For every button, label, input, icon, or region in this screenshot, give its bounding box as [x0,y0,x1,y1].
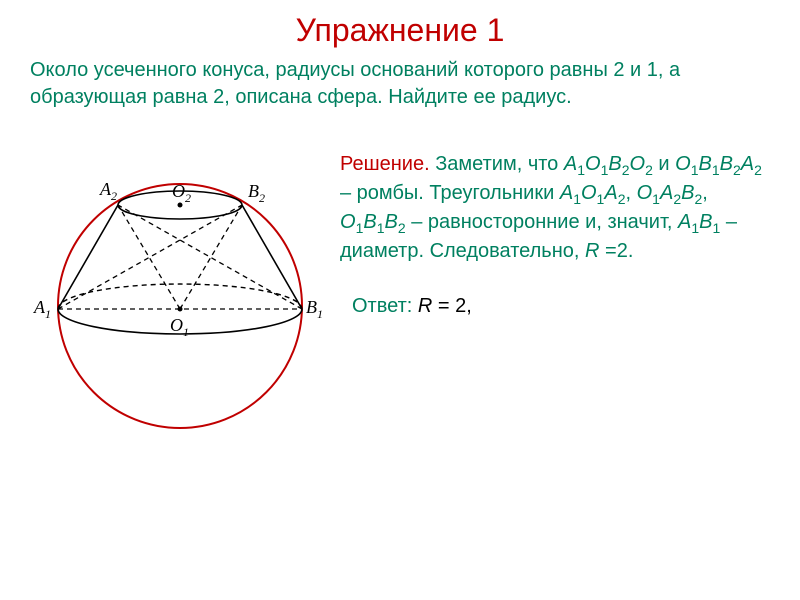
t3a: O [340,211,356,233]
content-row: A2 B2 O2 A1 B1 O1 Решение. Заметим, что … [0,141,800,451]
t1a: A [560,182,573,204]
sphere-circle [58,184,302,428]
r2cs: 2 [733,162,741,178]
r2a: O [675,153,691,175]
label-b2: B2 [248,181,265,205]
seg2: и [653,153,675,175]
problem-text: Около усеченного конуса, радиусы основан… [30,59,680,108]
page-title: Упражнение 1 [0,0,800,49]
r1ds: 2 [645,162,653,178]
r1c: B [608,153,621,175]
r1d: O [630,153,646,175]
label-o1: O1 [170,315,189,339]
point-o1 [178,307,183,312]
t2as: 1 [652,191,660,207]
t1cs: 2 [618,191,626,207]
slant-right [242,205,302,309]
label-a1: A1 [33,297,51,321]
seg3: – ромбы. Треугольники [340,182,560,204]
t2b: A [660,182,673,204]
t3b: B [363,211,376,233]
r1b: O [585,153,601,175]
bottom-ellipse-back [58,284,302,309]
solution-prefix: Решение. [340,153,430,175]
title-text: Упражнение 1 [296,12,505,48]
r2ds: 2 [754,162,762,178]
diag-o1a2 [118,205,180,309]
r1a: A [564,153,577,175]
answer-R: R [418,295,432,317]
answer-block: Ответ: R = 2, [352,295,770,318]
db: B [699,211,712,233]
solution-block: Решение. Заметим, что A1O1B2O2 и O1B1B2A… [340,151,770,265]
t3bs: 1 [377,220,385,236]
point-o2 [178,203,183,208]
label-b1: B1 [306,297,323,321]
label-a2: A2 [99,179,117,203]
t2a: O [637,182,653,204]
answer-val: 2, [455,295,472,317]
r2c: B [720,153,733,175]
diag-b1a2 [118,205,302,309]
seg1: Заметим, что [430,153,564,175]
t3c: B [385,211,398,233]
diag-a1b2 [58,205,242,309]
r2b: B [699,153,712,175]
t2bs: 2 [673,191,681,207]
t2cs: 2 [694,191,702,207]
answer-eq: = [432,295,455,317]
geometry-diagram: A2 B2 O2 A1 B1 O1 [20,141,340,451]
t1as: 1 [573,191,581,207]
slant-left [58,205,118,309]
r2d: A [741,153,754,175]
r1cs: 2 [622,162,630,178]
t2c: B [681,182,694,204]
r2as: 1 [691,162,699,178]
t1c: A [604,182,617,204]
problem-statement: Около усеченного конуса, радиусы основан… [0,49,800,111]
diag-o1b2 [180,205,242,309]
answer-prefix: Ответ: [352,295,412,317]
Rsym: R [585,240,599,262]
da: A [678,211,691,233]
r1as: 1 [577,162,585,178]
right-column: Решение. Заметим, что A1O1B2O2 и O1B1B2A… [340,141,800,451]
seg4: – равносторонние и, значит, [406,211,678,233]
das: 1 [691,220,699,236]
r2bs: 1 [712,162,720,178]
t3cs: 2 [398,220,406,236]
val: 2. [617,240,634,262]
eq: = [599,240,616,262]
t1b: O [581,182,597,204]
